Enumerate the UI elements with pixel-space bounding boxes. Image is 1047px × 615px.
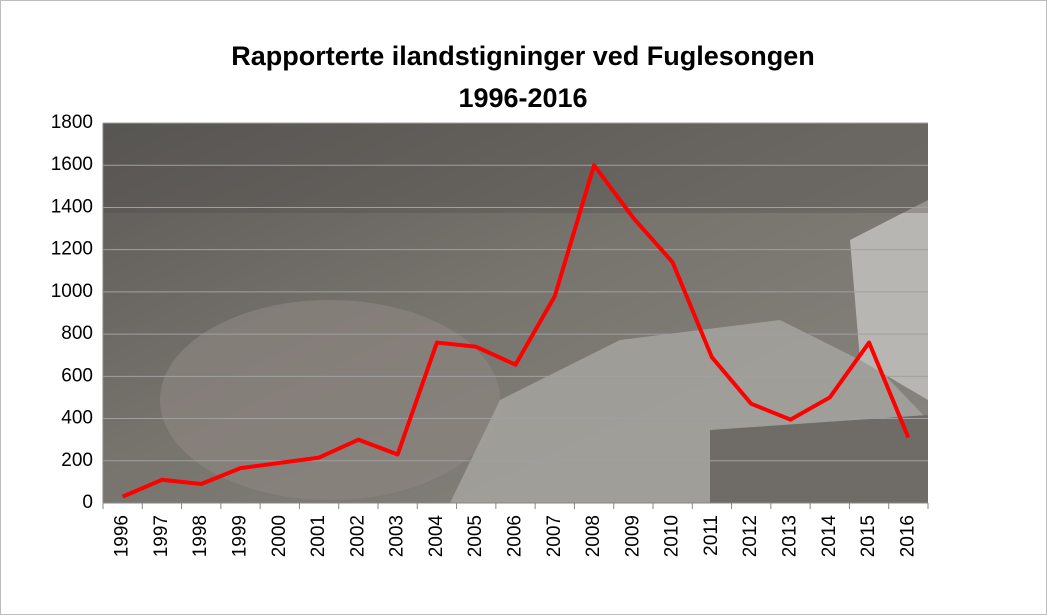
x-tick-label: 2006 bbox=[505, 515, 526, 557]
y-tick-label: 200 bbox=[61, 450, 93, 471]
data-line bbox=[121, 163, 911, 499]
x-tick-label: 2012 bbox=[740, 515, 761, 557]
chart-subtitle: 1996-2016 bbox=[458, 83, 587, 113]
x-tick-label: 2013 bbox=[780, 515, 801, 557]
x-tick-label: 2001 bbox=[308, 515, 329, 557]
x-tick-label: 1999 bbox=[230, 515, 251, 557]
x-tick-label: 2016 bbox=[897, 515, 918, 557]
x-tick-label: 1998 bbox=[190, 515, 211, 557]
plot-background bbox=[103, 123, 928, 503]
x-tick-label: 2007 bbox=[544, 515, 565, 557]
x-tick-label: 2015 bbox=[858, 515, 879, 557]
x-tick-label: 2005 bbox=[465, 515, 486, 557]
y-tick-label: 800 bbox=[61, 323, 93, 344]
x-tick-label: 2014 bbox=[819, 515, 840, 558]
x-tick-label: 1997 bbox=[151, 515, 172, 557]
x-tick-label: 2011 bbox=[701, 515, 722, 556]
y-tick-label: 400 bbox=[61, 408, 93, 429]
x-tick-label: 2008 bbox=[583, 515, 604, 557]
x-tick-label: 2000 bbox=[269, 515, 290, 557]
y-tick-label: 0 bbox=[82, 492, 93, 513]
y-tick-label: 1800 bbox=[51, 112, 93, 133]
y-tick-label: 1200 bbox=[51, 239, 93, 260]
x-tick-label: 2009 bbox=[622, 515, 643, 557]
chart-title: Rapporterte ilandstigninger ved Fugleson… bbox=[231, 41, 815, 71]
x-tick-label: 2003 bbox=[387, 515, 408, 557]
x-tick-label: 2010 bbox=[662, 515, 683, 557]
x-tick-label: 2002 bbox=[347, 515, 368, 557]
y-tick-label: 600 bbox=[61, 365, 93, 386]
y-tick-label: 1000 bbox=[51, 281, 93, 302]
y-tick-label: 1600 bbox=[51, 154, 93, 175]
y-tick-label: 1400 bbox=[51, 196, 93, 217]
x-tick-label: 1996 bbox=[112, 515, 133, 557]
x-tick-label: 2004 bbox=[426, 515, 447, 558]
